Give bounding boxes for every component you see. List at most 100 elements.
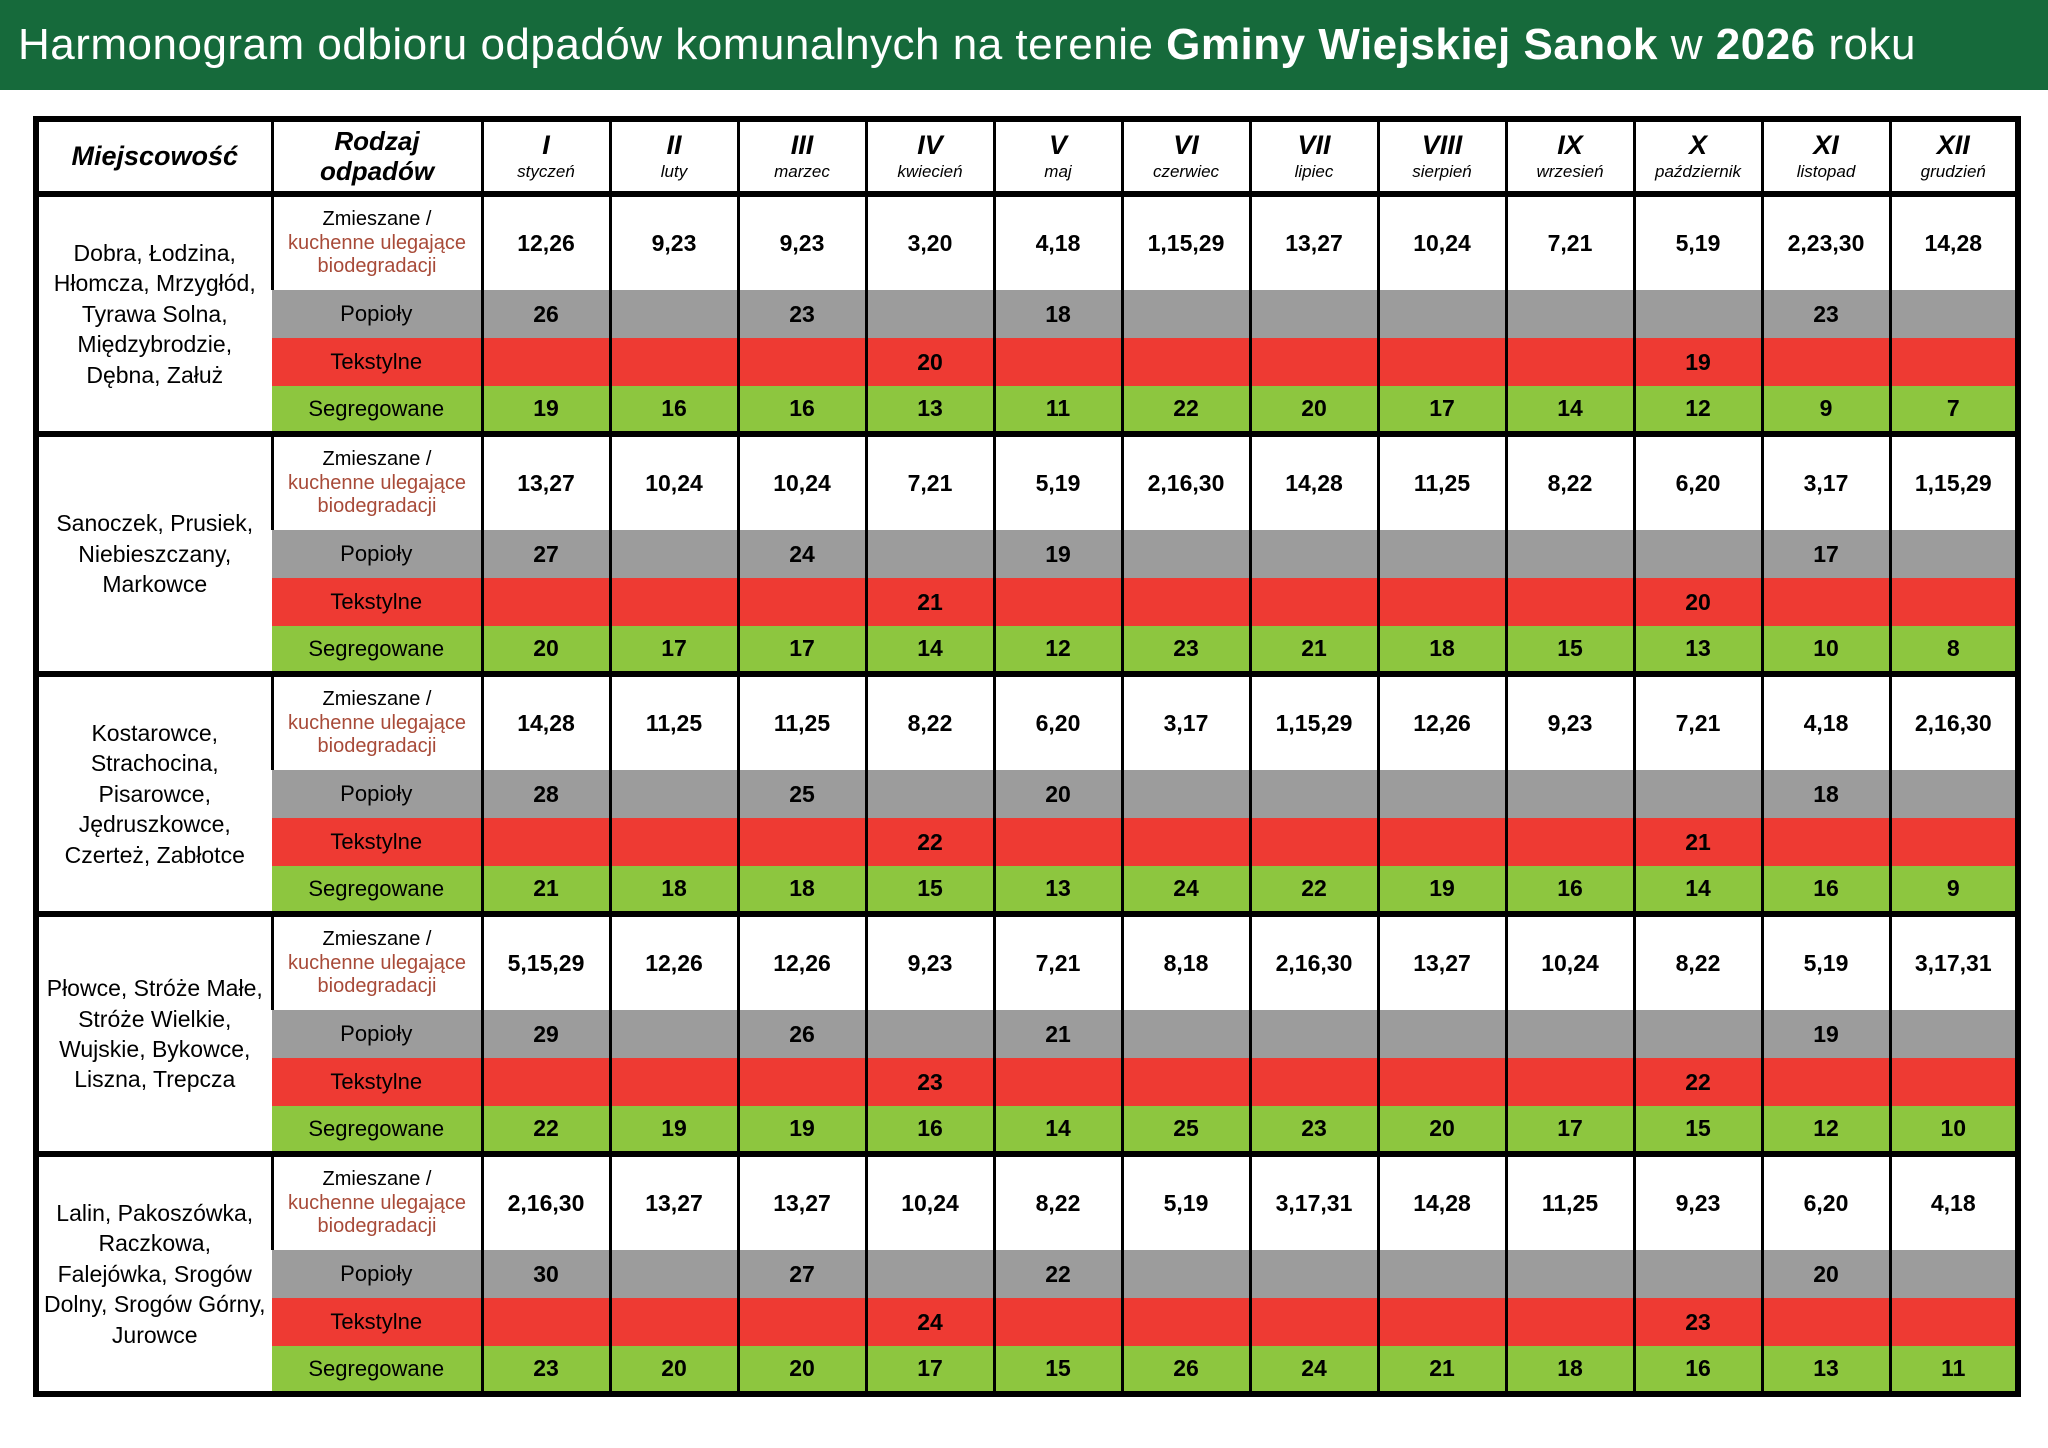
collection-days-cell [608, 290, 738, 338]
month-header-XI: XI listopad [1760, 119, 1890, 197]
locality-cell: Lalin, Pakoszówka, Raczkowa, Falejówka, … [36, 1151, 272, 1394]
collection-days-cell [608, 1058, 738, 1106]
schedule-row-textile: Tekstylne 22 21 [36, 818, 2018, 866]
collection-days-cell: 17 [864, 1346, 994, 1394]
collection-days-cell [1760, 338, 1890, 386]
collection-days-cell: 20 [992, 770, 1122, 818]
collection-days-cell: 13,27 [480, 431, 610, 530]
month-name: luty [660, 161, 688, 181]
collection-days-cell [864, 1010, 994, 1058]
collection-days-cell [1248, 1058, 1378, 1106]
mixed-label-black: Zmieszane / [322, 448, 432, 471]
schedule-row-ash: Popioły 29 26 21 19 [36, 1010, 2018, 1058]
collection-days-cell: 23 [1760, 290, 1890, 338]
month-name: kwiecień [897, 161, 963, 181]
collection-days-cell: 21 [480, 866, 610, 914]
collection-days-cell: 24 [864, 1298, 994, 1346]
waste-type-column-header: Rodzaj odpadów [270, 119, 482, 197]
collection-days-cell: 16 [608, 386, 738, 434]
collection-days-cell [480, 818, 610, 866]
schedule-row-segregated: Segregowane 23 20 20 17 15 26 24 21 18 16 13 11 [36, 1346, 2018, 1394]
collection-days-cell: 14 [1504, 386, 1634, 434]
collection-days-cell: 14 [1632, 866, 1762, 914]
collection-days-cell: 9,23 [608, 191, 738, 290]
collection-days-cell: 3,17,31 [1248, 1151, 1378, 1250]
mixed-label-bio: kuchenne ulegające biodegradacji [288, 1191, 466, 1238]
collection-days-cell: 4,18 [1888, 1151, 2018, 1250]
waste-type-label: Zmieszane / kuchenne ulegające biodegrad… [270, 191, 482, 290]
title-prefix: Harmonogram odbioru odpadów komunalnych … [18, 20, 1167, 69]
month-header-IX: IX wrzesień [1504, 119, 1634, 197]
collection-days-cell: 15 [864, 866, 994, 914]
collection-days-cell: 26 [1120, 1346, 1250, 1394]
collection-days-cell [1504, 578, 1634, 626]
collection-days-cell [736, 1058, 866, 1106]
month-header-VIII: VIII sierpień [1376, 119, 1506, 197]
collection-days-cell: 5,19 [1120, 1151, 1250, 1250]
collection-days-cell: 24 [1120, 866, 1250, 914]
collection-days-cell [1760, 578, 1890, 626]
collection-days-cell: 30 [480, 1250, 610, 1298]
collection-days-cell: 14 [992, 1106, 1122, 1154]
collection-days-cell: 21 [1376, 1346, 1506, 1394]
month-numeral: VII [1297, 129, 1331, 160]
collection-days-cell: 2,16,30 [1248, 911, 1378, 1010]
collection-days-cell: 19 [480, 386, 610, 434]
collection-days-cell: 7,21 [864, 431, 994, 530]
collection-days-cell: 20 [864, 338, 994, 386]
collection-days-cell [480, 338, 610, 386]
collection-days-cell: 22 [992, 1250, 1122, 1298]
waste-type-label: Segregowane [308, 635, 445, 661]
collection-days-cell: 18 [1504, 1346, 1634, 1394]
month-numeral: X [1688, 129, 1707, 160]
collection-days-cell: 8 [1888, 626, 2018, 674]
collection-days-cell: 23 [736, 290, 866, 338]
collection-days-cell [1120, 290, 1250, 338]
collection-days-cell [608, 818, 738, 866]
collection-days-cell [1504, 1250, 1634, 1298]
collection-days-cell [1632, 290, 1762, 338]
mixed-label-black: Zmieszane / [322, 688, 432, 711]
collection-days-cell: 11,25 [608, 671, 738, 770]
locality-cell: Sanoczek, Prusiek, Niebieszczany, Markow… [36, 431, 272, 674]
collection-days-cell: 14,28 [1888, 191, 2018, 290]
collection-days-cell: 16 [1632, 1346, 1762, 1394]
month-numeral: XI [1813, 129, 1839, 160]
collection-days-cell: 2,16,30 [480, 1151, 610, 1250]
collection-days-cell: 17 [1376, 386, 1506, 434]
collection-days-cell [1120, 1058, 1250, 1106]
collection-days-cell [1504, 338, 1634, 386]
month-name: maj [1044, 161, 1072, 181]
collection-days-cell: 2,23,30 [1760, 191, 1890, 290]
collection-days-cell [1376, 1298, 1506, 1346]
collection-days-cell: 24 [1248, 1346, 1378, 1394]
collection-days-cell [1376, 1250, 1506, 1298]
month-numeral: II [666, 129, 682, 160]
collection-days-cell: 11,25 [1504, 1151, 1634, 1250]
collection-days-cell: 7,21 [992, 911, 1122, 1010]
collection-days-cell [1504, 530, 1634, 578]
schedule-row-textile: Tekstylne 24 23 [36, 1298, 2018, 1346]
collection-days-cell: 13,27 [1248, 191, 1378, 290]
collection-days-cell [608, 1250, 738, 1298]
collection-days-cell [1632, 770, 1762, 818]
title-middle: w [1658, 20, 1716, 69]
collection-days-cell: 12,26 [1376, 671, 1506, 770]
collection-days-cell [1248, 1010, 1378, 1058]
collection-days-cell: 12 [1760, 1106, 1890, 1154]
collection-days-cell: 18 [992, 290, 1122, 338]
collection-days-cell: 16 [864, 1106, 994, 1154]
schedule-row-segregated: Segregowane 19 16 16 13 11 22 20 17 14 12 9 7 [36, 386, 2018, 434]
collection-days-cell: 6,20 [1760, 1151, 1890, 1250]
collection-days-cell: 14,28 [1248, 431, 1378, 530]
collection-days-cell: 4,18 [992, 191, 1122, 290]
collection-days-cell [1376, 1058, 1506, 1106]
collection-days-cell: 20 [1760, 1250, 1890, 1298]
collection-days-cell: 19 [1760, 1010, 1890, 1058]
collection-days-cell [608, 1010, 738, 1058]
month-name: czerwiec [1152, 161, 1220, 181]
collection-days-cell [992, 818, 1122, 866]
